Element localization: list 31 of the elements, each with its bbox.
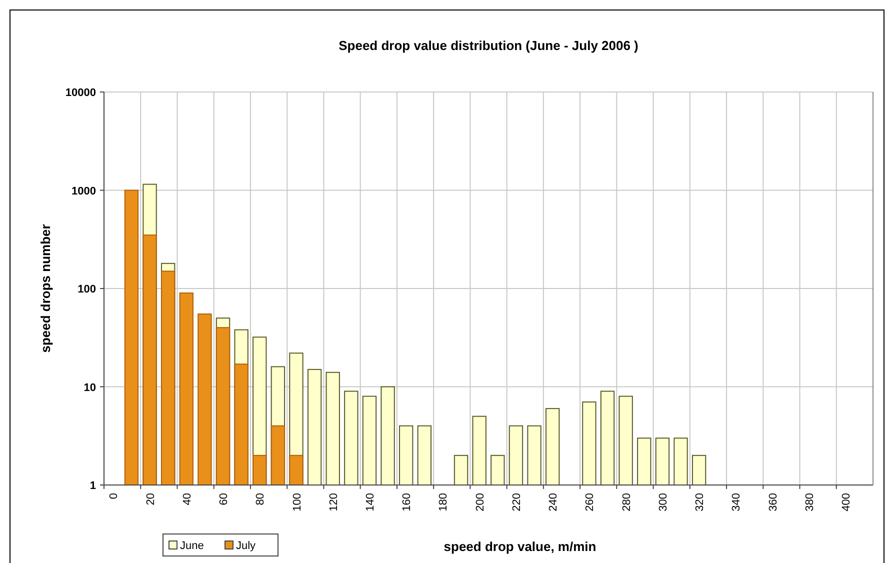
x-tick-label: 120 bbox=[328, 493, 340, 512]
x-tick-label: 60 bbox=[218, 493, 230, 506]
x-tick-label: 40 bbox=[181, 493, 194, 506]
x-axis-title: speed drop value, m/min bbox=[444, 539, 596, 554]
x-tick-label: 0 bbox=[108, 493, 120, 500]
y-axis-title: speed drops number bbox=[38, 224, 53, 353]
x-tick-label: 280 bbox=[620, 493, 633, 512]
x-tick-label: 220 bbox=[510, 493, 523, 512]
x-tick-label: 100 bbox=[291, 493, 304, 512]
legend-label: July bbox=[236, 540, 256, 552]
y-tick-label: 1 bbox=[90, 480, 96, 492]
x-tick-label: 140 bbox=[364, 493, 376, 512]
x-tick-label: 160 bbox=[401, 493, 414, 512]
x-tick-label: 400 bbox=[840, 493, 853, 512]
y-tick-label: 10000 bbox=[65, 87, 96, 99]
x-tick-label: 380 bbox=[804, 493, 816, 512]
x-tick-label: 300 bbox=[657, 493, 670, 512]
x-tick-label: 200 bbox=[474, 493, 486, 512]
x-tick-label: 240 bbox=[548, 493, 560, 512]
x-tick-label: 80 bbox=[254, 493, 267, 506]
legend-label: June bbox=[180, 540, 204, 552]
y-tick-label: 10 bbox=[84, 382, 96, 394]
chart-title: Speed drop value distribution (June - July 2006 ) bbox=[338, 38, 638, 53]
x-tick-label: 340 bbox=[730, 493, 743, 512]
y-tick-label: 100 bbox=[78, 284, 96, 296]
x-tick-label: 360 bbox=[767, 493, 780, 512]
x-tick-label: 20 bbox=[144, 493, 157, 506]
x-tick-label: 320 bbox=[694, 493, 706, 512]
x-tick-label: 180 bbox=[438, 493, 450, 512]
x-tick-label: 260 bbox=[584, 493, 596, 512]
y-tick-label: 1000 bbox=[72, 185, 96, 198]
